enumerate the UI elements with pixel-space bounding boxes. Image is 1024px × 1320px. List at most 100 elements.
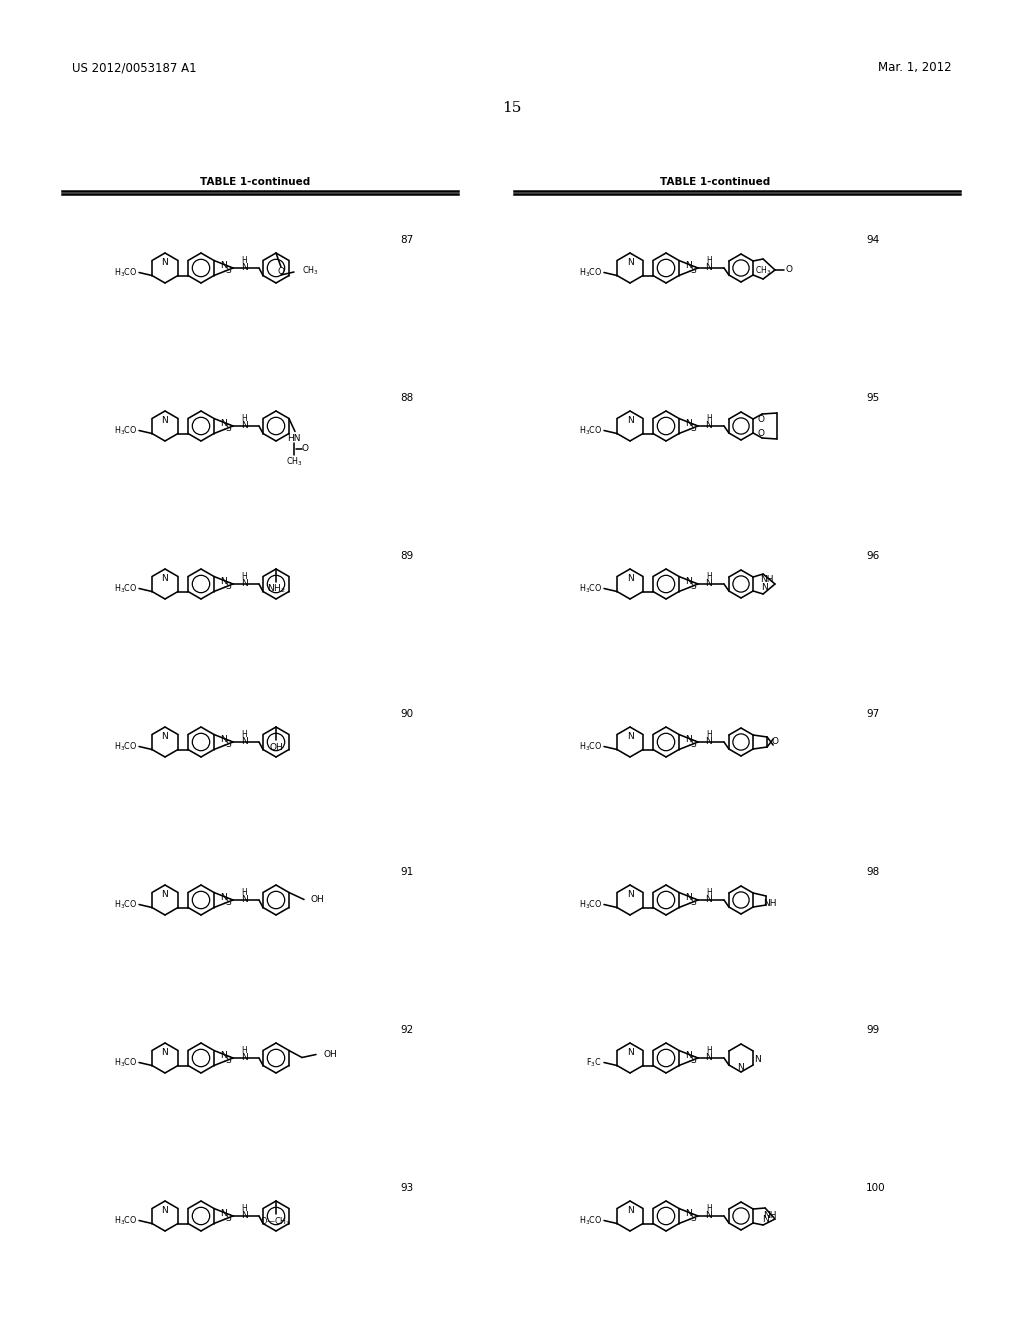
Text: N: N <box>627 1206 634 1214</box>
Text: F$_3$C: F$_3$C <box>587 1056 602 1069</box>
Text: S: S <box>690 898 696 907</box>
Text: N: N <box>241 579 248 587</box>
Text: 100: 100 <box>866 1183 886 1193</box>
Text: N: N <box>706 737 713 746</box>
Text: H$_3$CO: H$_3$CO <box>114 267 137 279</box>
Text: H: H <box>707 572 712 581</box>
Text: H: H <box>241 414 247 422</box>
Text: N: N <box>241 1053 248 1063</box>
Text: H: H <box>707 1204 712 1213</box>
Text: N: N <box>162 733 168 741</box>
Text: H$_3$CO: H$_3$CO <box>114 1214 137 1226</box>
Text: H$_3$CO: H$_3$CO <box>579 898 602 911</box>
Text: N: N <box>220 577 227 586</box>
Text: N: N <box>220 735 227 744</box>
Text: S: S <box>690 424 696 433</box>
Text: H$_3$CO: H$_3$CO <box>114 741 137 752</box>
Text: 87: 87 <box>400 235 414 246</box>
Text: NH: NH <box>763 899 777 908</box>
Text: TABLE 1-continued: TABLE 1-continued <box>659 177 770 187</box>
Text: 93: 93 <box>400 1183 414 1193</box>
Text: TABLE 1-continued: TABLE 1-continued <box>200 177 310 187</box>
Text: N: N <box>241 895 248 904</box>
Text: N: N <box>162 416 168 425</box>
Text: N: N <box>685 261 692 271</box>
Text: H$_3$CO: H$_3$CO <box>579 267 602 279</box>
Text: N: N <box>241 1210 248 1220</box>
Text: H: H <box>241 256 247 265</box>
Text: N: N <box>685 577 692 586</box>
Text: N: N <box>762 1214 768 1224</box>
Text: 88: 88 <box>400 393 414 403</box>
Text: H$_3$CO: H$_3$CO <box>579 741 602 752</box>
Text: 91: 91 <box>400 867 414 876</box>
Text: H: H <box>707 414 712 422</box>
Text: Mar. 1, 2012: Mar. 1, 2012 <box>879 62 952 74</box>
Text: N: N <box>627 1048 634 1057</box>
Text: HN: HN <box>288 434 301 444</box>
Text: N: N <box>627 416 634 425</box>
Text: H$_3$CO: H$_3$CO <box>579 1214 602 1226</box>
Text: N: N <box>162 1048 168 1057</box>
Text: 90: 90 <box>400 709 413 719</box>
Text: CH$_3$: CH$_3$ <box>286 455 302 467</box>
Text: S: S <box>690 739 696 748</box>
Text: N: N <box>220 1051 227 1060</box>
Text: H$_3$CO: H$_3$CO <box>114 424 137 437</box>
Text: CH$_3$: CH$_3$ <box>302 265 318 277</box>
Text: S: S <box>690 1056 696 1065</box>
Text: N: N <box>241 263 248 272</box>
Text: 89: 89 <box>400 550 414 561</box>
Text: O: O <box>278 268 285 276</box>
Text: N: N <box>706 579 713 587</box>
Text: N: N <box>706 1210 713 1220</box>
Text: N: N <box>627 257 634 267</box>
Text: N: N <box>220 261 227 271</box>
Text: H: H <box>707 256 712 265</box>
Text: H: H <box>707 730 712 739</box>
Text: 95: 95 <box>866 393 880 403</box>
Text: 97: 97 <box>866 709 880 719</box>
Text: N: N <box>162 890 168 899</box>
Text: 94: 94 <box>866 235 880 246</box>
Text: N: N <box>761 583 768 593</box>
Text: H$_3$CO: H$_3$CO <box>114 898 137 911</box>
Text: N: N <box>685 894 692 903</box>
Text: S: S <box>690 265 696 275</box>
Text: O: O <box>758 429 765 437</box>
Text: N: N <box>706 263 713 272</box>
Text: H: H <box>707 1045 712 1055</box>
Text: 98: 98 <box>866 867 880 876</box>
Text: H: H <box>707 888 712 898</box>
Text: H: H <box>241 572 247 581</box>
Text: US 2012/0053187 A1: US 2012/0053187 A1 <box>72 62 197 74</box>
Text: S: S <box>225 739 231 748</box>
Text: N: N <box>737 1063 744 1072</box>
Text: H$_3$CO: H$_3$CO <box>579 582 602 595</box>
Text: S: S <box>225 424 231 433</box>
Text: N: N <box>754 1056 761 1064</box>
Text: N: N <box>162 257 168 267</box>
Text: H$_3$CO: H$_3$CO <box>114 1056 137 1069</box>
Text: O: O <box>785 265 792 275</box>
Text: O: O <box>302 444 309 453</box>
Text: N: N <box>706 895 713 904</box>
Text: NH: NH <box>763 1210 777 1220</box>
Text: N: N <box>162 574 168 583</box>
Text: 99: 99 <box>866 1026 880 1035</box>
Text: OH: OH <box>269 742 283 751</box>
Text: N: N <box>220 1209 227 1218</box>
Text: S: S <box>225 1056 231 1065</box>
Text: N: N <box>627 733 634 741</box>
Text: N: N <box>627 574 634 583</box>
Text: S: S <box>225 898 231 907</box>
Text: S: S <box>690 582 696 590</box>
Text: O—CH$_3$: O—CH$_3$ <box>260 1216 292 1228</box>
Text: OH: OH <box>324 1049 338 1059</box>
Text: N: N <box>706 421 713 430</box>
Text: N: N <box>685 1209 692 1218</box>
Text: OH: OH <box>311 895 325 904</box>
Text: N: N <box>706 1053 713 1063</box>
Text: 96: 96 <box>866 550 880 561</box>
Text: H: H <box>241 888 247 898</box>
